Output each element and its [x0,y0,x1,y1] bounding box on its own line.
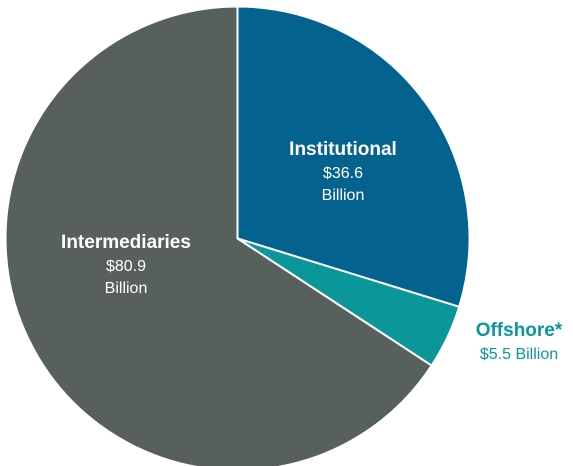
slice-name-intermediaries: Intermediaries [61,232,191,253]
slice-label-offshore: Offshore* $5.5 Billion [476,320,563,363]
slice-value-offshore: $5.5 Billion [480,346,558,363]
slice-value-intermediaries: $80.9 [106,258,146,275]
slice-value-institutional: $36.6 [323,165,363,182]
slice-unit-institutional: Billion [322,187,365,204]
slice-name-offshore: Offshore* [476,320,563,341]
slice-unit-intermediaries: Billion [105,280,148,297]
slice-name-institutional: Institutional [289,139,397,160]
